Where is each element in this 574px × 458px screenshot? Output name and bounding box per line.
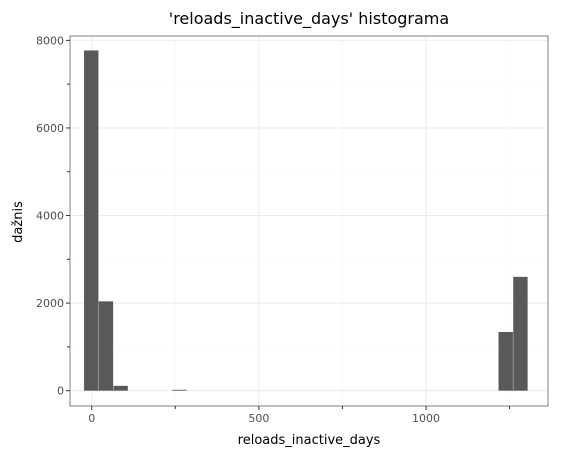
y-tick-label: 8000 <box>36 34 64 47</box>
x-tick-label: 0 <box>88 412 95 425</box>
x-axis: 0 500 1000 <box>88 406 511 425</box>
y-tick-label: 4000 <box>36 210 64 223</box>
histogram-bar <box>498 332 513 391</box>
histogram-bar <box>84 50 99 391</box>
histogram-bar <box>513 276 528 391</box>
x-axis-label: reloads_inactive_days <box>238 433 381 448</box>
histogram-bar <box>113 385 128 391</box>
panel-background <box>70 36 548 406</box>
y-tick-label: 0 <box>57 385 64 398</box>
y-tick-label: 6000 <box>36 122 64 135</box>
minor-gridlines <box>70 36 548 406</box>
x-tick-label: 500 <box>248 412 269 425</box>
panel-border <box>69 35 549 407</box>
y-axis: 0 2000 4000 6000 8000 <box>36 34 70 398</box>
chart-title: 'reloads_inactive_days' histograma <box>169 9 449 29</box>
histogram-bar <box>172 389 187 391</box>
x-tick-label: 1000 <box>412 412 440 425</box>
histogram-bars <box>84 50 528 391</box>
major-gridlines <box>70 36 548 406</box>
plot-panel <box>69 35 549 407</box>
histogram-bar <box>98 301 114 391</box>
y-tick-label: 2000 <box>36 297 64 310</box>
y-axis-label: dažnis <box>11 201 26 243</box>
